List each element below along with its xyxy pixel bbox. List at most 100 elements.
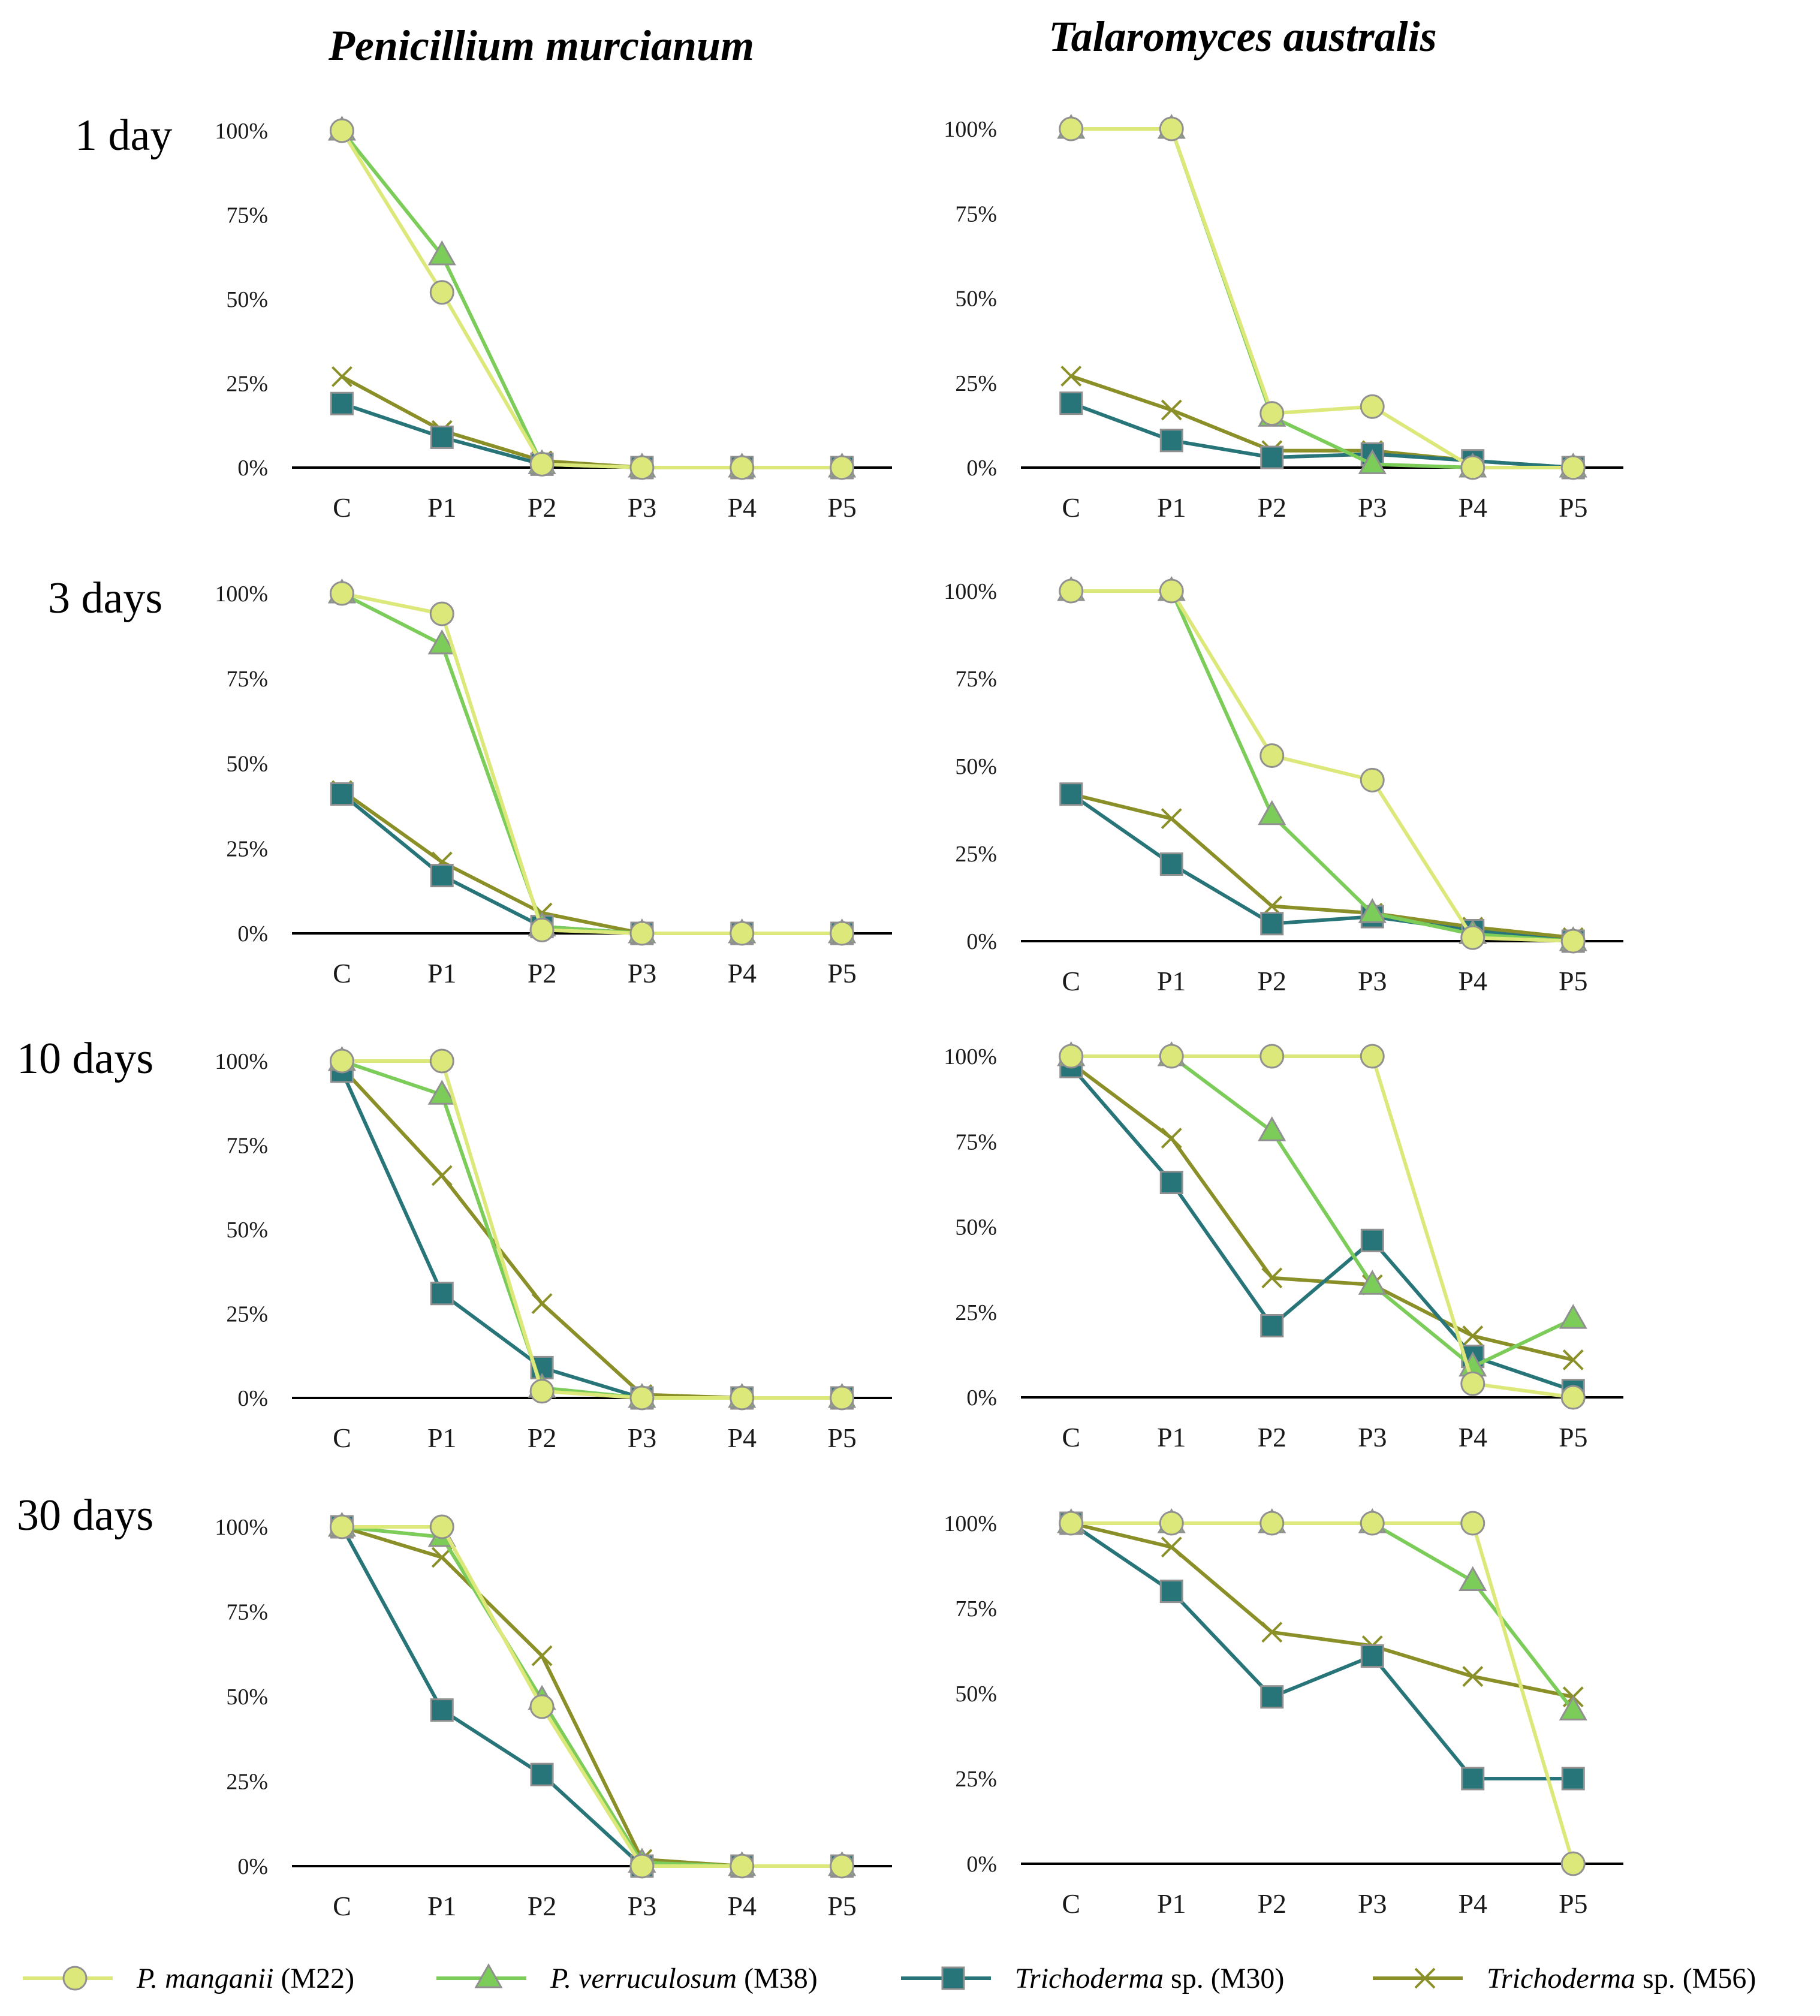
legend: P. manganii (M22) P. verruculosum (M38) Tr… xyxy=(23,1963,1756,1994)
data-point-m30 xyxy=(430,425,454,449)
x-tick-label: P3 xyxy=(628,1423,657,1453)
y-tick-label: 100% xyxy=(944,1044,997,1069)
column-title-left: Penicillium murcianum xyxy=(328,22,754,70)
series-line-m22 xyxy=(1071,1054,1574,1399)
series-m30 xyxy=(1059,391,1585,480)
legend-marker xyxy=(474,1963,503,1988)
data-point-m22 xyxy=(429,280,454,305)
y-tick-label: 25% xyxy=(226,372,268,397)
x-tick-label: C xyxy=(333,958,351,989)
data-point-m56 xyxy=(332,366,352,387)
row-label-30-days: 30 days xyxy=(17,1491,153,1540)
data-point-m38 xyxy=(1459,1566,1487,1592)
series-line-m22 xyxy=(1071,589,1574,943)
series-line-m56 xyxy=(1070,374,1574,469)
series-m38 xyxy=(327,578,857,944)
y-tick-label: 100% xyxy=(215,1049,268,1074)
data-point-m30 xyxy=(1159,852,1183,876)
y-tick-label: 50% xyxy=(955,1215,997,1240)
x-tick-label: P1 xyxy=(1157,1888,1186,1919)
legend-marker xyxy=(941,1966,965,1990)
data-point-m30 xyxy=(430,1698,454,1722)
y-tick-label: 75% xyxy=(226,1600,268,1625)
series-m30 xyxy=(330,1515,854,1878)
x-tick-label: P2 xyxy=(1257,492,1286,523)
x-tick-label: P4 xyxy=(1458,1422,1487,1453)
series-m56 xyxy=(332,1057,852,1409)
data-point-m22 xyxy=(1259,1044,1285,1069)
data-point-m22 xyxy=(1259,1511,1285,1536)
data-point-m38 xyxy=(1358,1270,1387,1295)
series-line-m22 xyxy=(1071,1521,1575,1864)
x-tick-label: P1 xyxy=(427,958,457,989)
data-point-m22 xyxy=(1059,1044,1084,1069)
y-tick-label: 100% xyxy=(944,579,997,604)
data-point-m56 xyxy=(531,1645,553,1667)
x-tick-label: P3 xyxy=(1358,1888,1387,1919)
data-point-m30 xyxy=(1159,1580,1183,1604)
data-point-m22 xyxy=(1059,1511,1084,1536)
data-point-m30 xyxy=(1059,391,1083,415)
legend-label: P. verruculosum (M38) xyxy=(550,1963,818,1994)
legend-label-code: (M38) xyxy=(737,1963,818,1994)
x-tick-label: P3 xyxy=(1358,1422,1387,1453)
panel-penicillium-30-days: 0% 25% 50% 75% 100% C P1 P2 P3 P4 P5 xyxy=(215,1511,892,1921)
x-tick-label: P3 xyxy=(1358,966,1387,996)
y-tick-label: 25% xyxy=(226,836,268,861)
data-point-m22 xyxy=(329,1514,354,1539)
data-point-m30 xyxy=(1159,429,1183,453)
x-tick-label: C xyxy=(333,1423,351,1453)
data-point-m56 xyxy=(531,1293,553,1315)
data-point-m22 xyxy=(1259,743,1285,768)
y-tick-label: 50% xyxy=(226,752,268,777)
series-line-m38 xyxy=(342,1525,842,1868)
data-point-m22 xyxy=(730,921,755,946)
data-point-m22 xyxy=(429,1048,454,1074)
series-m22 xyxy=(329,1514,855,1879)
data-point-m22 xyxy=(1159,1044,1184,1069)
x-tick-label: P1 xyxy=(1157,966,1186,996)
series-line-m30 xyxy=(1070,401,1574,469)
data-point-m22 xyxy=(629,1385,655,1411)
y-tick-label: 25% xyxy=(226,1302,268,1327)
series-line-m56 xyxy=(341,375,842,469)
series-line-m22 xyxy=(341,592,842,935)
data-point-m22 xyxy=(1460,925,1485,950)
y-tick-label: 75% xyxy=(955,201,997,227)
y-tick-label: 0% xyxy=(966,456,997,481)
data-point-m30 xyxy=(1360,1228,1384,1252)
y-tick-label: 25% xyxy=(226,1770,268,1795)
data-point-m38 xyxy=(1559,1695,1587,1720)
data-point-m22 xyxy=(830,455,855,480)
data-point-m38 xyxy=(1258,800,1286,825)
data-point-m38 xyxy=(1358,898,1387,923)
data-point-m38 xyxy=(1358,449,1387,474)
y-tick-label: 75% xyxy=(226,203,268,228)
legend-label-italic: Trichoderma xyxy=(1015,1963,1164,1994)
data-point-m22 xyxy=(1560,929,1586,954)
data-point-m30 xyxy=(1260,1314,1284,1338)
data-point-m30 xyxy=(1159,1171,1183,1195)
y-tick-label: 100% xyxy=(944,1511,997,1536)
x-tick-label: P3 xyxy=(628,492,657,523)
series-m38 xyxy=(1057,1041,1587,1377)
series-m38 xyxy=(327,115,857,478)
panel-talaromyces-30-days: 0% 25% 50% 75% 100% C P1 P2 P3 P4 P5 xyxy=(944,1508,1623,1919)
data-point-m22 xyxy=(1159,578,1184,604)
data-point-m22 xyxy=(1560,1385,1586,1410)
series-m56 xyxy=(332,366,852,478)
data-point-m56 xyxy=(1261,1622,1283,1643)
y-tick-label: 75% xyxy=(955,1596,997,1622)
panel-talaromyces-3-days: 0% 25% 50% 75% 100% C P1 P2 P3 P4 P5 xyxy=(944,575,1623,996)
data-point-m22 xyxy=(1159,1511,1184,1536)
x-tick-label: C xyxy=(1062,966,1080,996)
x-tick-label: P1 xyxy=(427,1891,457,1921)
data-point-m56 xyxy=(1462,1325,1484,1346)
y-tick-label: 0% xyxy=(237,1386,268,1411)
series-line-m22 xyxy=(1071,127,1574,469)
series-m22 xyxy=(1059,1511,1586,1876)
data-point-m22 xyxy=(1360,767,1385,792)
panel-talaromyces-10-days: 0% 25% 50% 75% 100% C P1 P2 P3 P4 P5 xyxy=(944,1041,1623,1453)
data-point-m30 xyxy=(430,864,454,888)
x-tick-label: P4 xyxy=(727,1423,757,1453)
